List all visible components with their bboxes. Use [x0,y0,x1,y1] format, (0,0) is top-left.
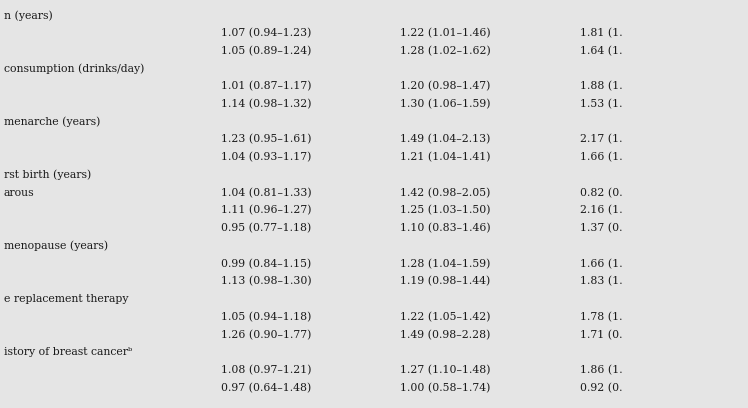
Text: 1.83 (1.: 1.83 (1. [580,277,622,287]
Text: 1.10 (0.83–1.46): 1.10 (0.83–1.46) [400,223,491,233]
Text: 1.49 (0.98–2.28): 1.49 (0.98–2.28) [400,330,491,340]
Text: 1.19 (0.98–1.44): 1.19 (0.98–1.44) [400,277,491,287]
Text: 1.05 (0.94–1.18): 1.05 (0.94–1.18) [221,312,311,322]
Text: 1.23 (0.95–1.61): 1.23 (0.95–1.61) [221,134,311,145]
Text: 1.27 (1.10–1.48): 1.27 (1.10–1.48) [400,365,491,375]
Text: 1.86 (1.: 1.86 (1. [580,365,622,375]
Text: arous: arous [4,188,34,198]
Text: e replacement therapy: e replacement therapy [4,294,128,304]
Text: n (years): n (years) [4,10,52,21]
Text: 2.16 (1.: 2.16 (1. [580,206,622,216]
Text: 1.25 (1.03–1.50): 1.25 (1.03–1.50) [400,206,491,216]
Text: 0.99 (0.84–1.15): 0.99 (0.84–1.15) [221,259,311,269]
Text: menopause (years): menopause (years) [4,241,108,251]
Text: 1.37 (0.: 1.37 (0. [580,223,622,233]
Text: 1.81 (1.: 1.81 (1. [580,28,622,38]
Text: 1.04 (0.81–1.33): 1.04 (0.81–1.33) [221,188,311,198]
Text: 0.92 (0.: 0.92 (0. [580,383,622,393]
Text: 1.14 (0.98–1.32): 1.14 (0.98–1.32) [221,99,311,109]
Text: 0.95 (0.77–1.18): 0.95 (0.77–1.18) [221,223,311,233]
Text: 1.71 (0.: 1.71 (0. [580,330,622,340]
Text: 1.08 (0.97–1.21): 1.08 (0.97–1.21) [221,365,311,375]
Text: istory of breast cancerᵇ: istory of breast cancerᵇ [4,347,132,357]
Text: consumption (drinks/day): consumption (drinks/day) [4,63,144,74]
Text: 1.20 (0.98–1.47): 1.20 (0.98–1.47) [400,81,491,91]
Text: 0.82 (0.: 0.82 (0. [580,188,622,198]
Text: 1.28 (1.04–1.59): 1.28 (1.04–1.59) [400,259,491,269]
Text: 1.00 (0.58–1.74): 1.00 (0.58–1.74) [400,383,491,393]
Text: menarche (years): menarche (years) [4,117,100,127]
Text: 1.66 (1.: 1.66 (1. [580,259,622,269]
Text: 1.66 (1.: 1.66 (1. [580,152,622,162]
Text: 1.22 (1.01–1.46): 1.22 (1.01–1.46) [400,28,491,38]
Text: 1.07 (0.94–1.23): 1.07 (0.94–1.23) [221,28,311,38]
Text: 1.04 (0.93–1.17): 1.04 (0.93–1.17) [221,152,311,162]
Text: 0.97 (0.64–1.48): 0.97 (0.64–1.48) [221,383,311,393]
Text: 1.64 (1.: 1.64 (1. [580,46,622,56]
Text: 1.42 (0.98–2.05): 1.42 (0.98–2.05) [400,188,491,198]
Text: 1.26 (0.90–1.77): 1.26 (0.90–1.77) [221,330,311,340]
Text: 1.28 (1.02–1.62): 1.28 (1.02–1.62) [400,46,491,56]
Text: 1.88 (1.: 1.88 (1. [580,81,622,91]
Text: rst birth (years): rst birth (years) [4,170,91,180]
Text: 1.22 (1.05–1.42): 1.22 (1.05–1.42) [400,312,491,322]
Text: 1.11 (0.96–1.27): 1.11 (0.96–1.27) [221,206,311,216]
Text: 1.01 (0.87–1.17): 1.01 (0.87–1.17) [221,81,311,91]
Text: 1.21 (1.04–1.41): 1.21 (1.04–1.41) [400,152,491,162]
Text: 2.17 (1.: 2.17 (1. [580,134,622,145]
Text: 1.30 (1.06–1.59): 1.30 (1.06–1.59) [400,99,491,109]
Text: 1.53 (1.: 1.53 (1. [580,99,622,109]
Text: 1.49 (1.04–2.13): 1.49 (1.04–2.13) [400,134,491,145]
Text: 1.78 (1.: 1.78 (1. [580,312,622,322]
Text: 1.05 (0.89–1.24): 1.05 (0.89–1.24) [221,46,311,56]
Text: 1.13 (0.98–1.30): 1.13 (0.98–1.30) [221,277,311,287]
